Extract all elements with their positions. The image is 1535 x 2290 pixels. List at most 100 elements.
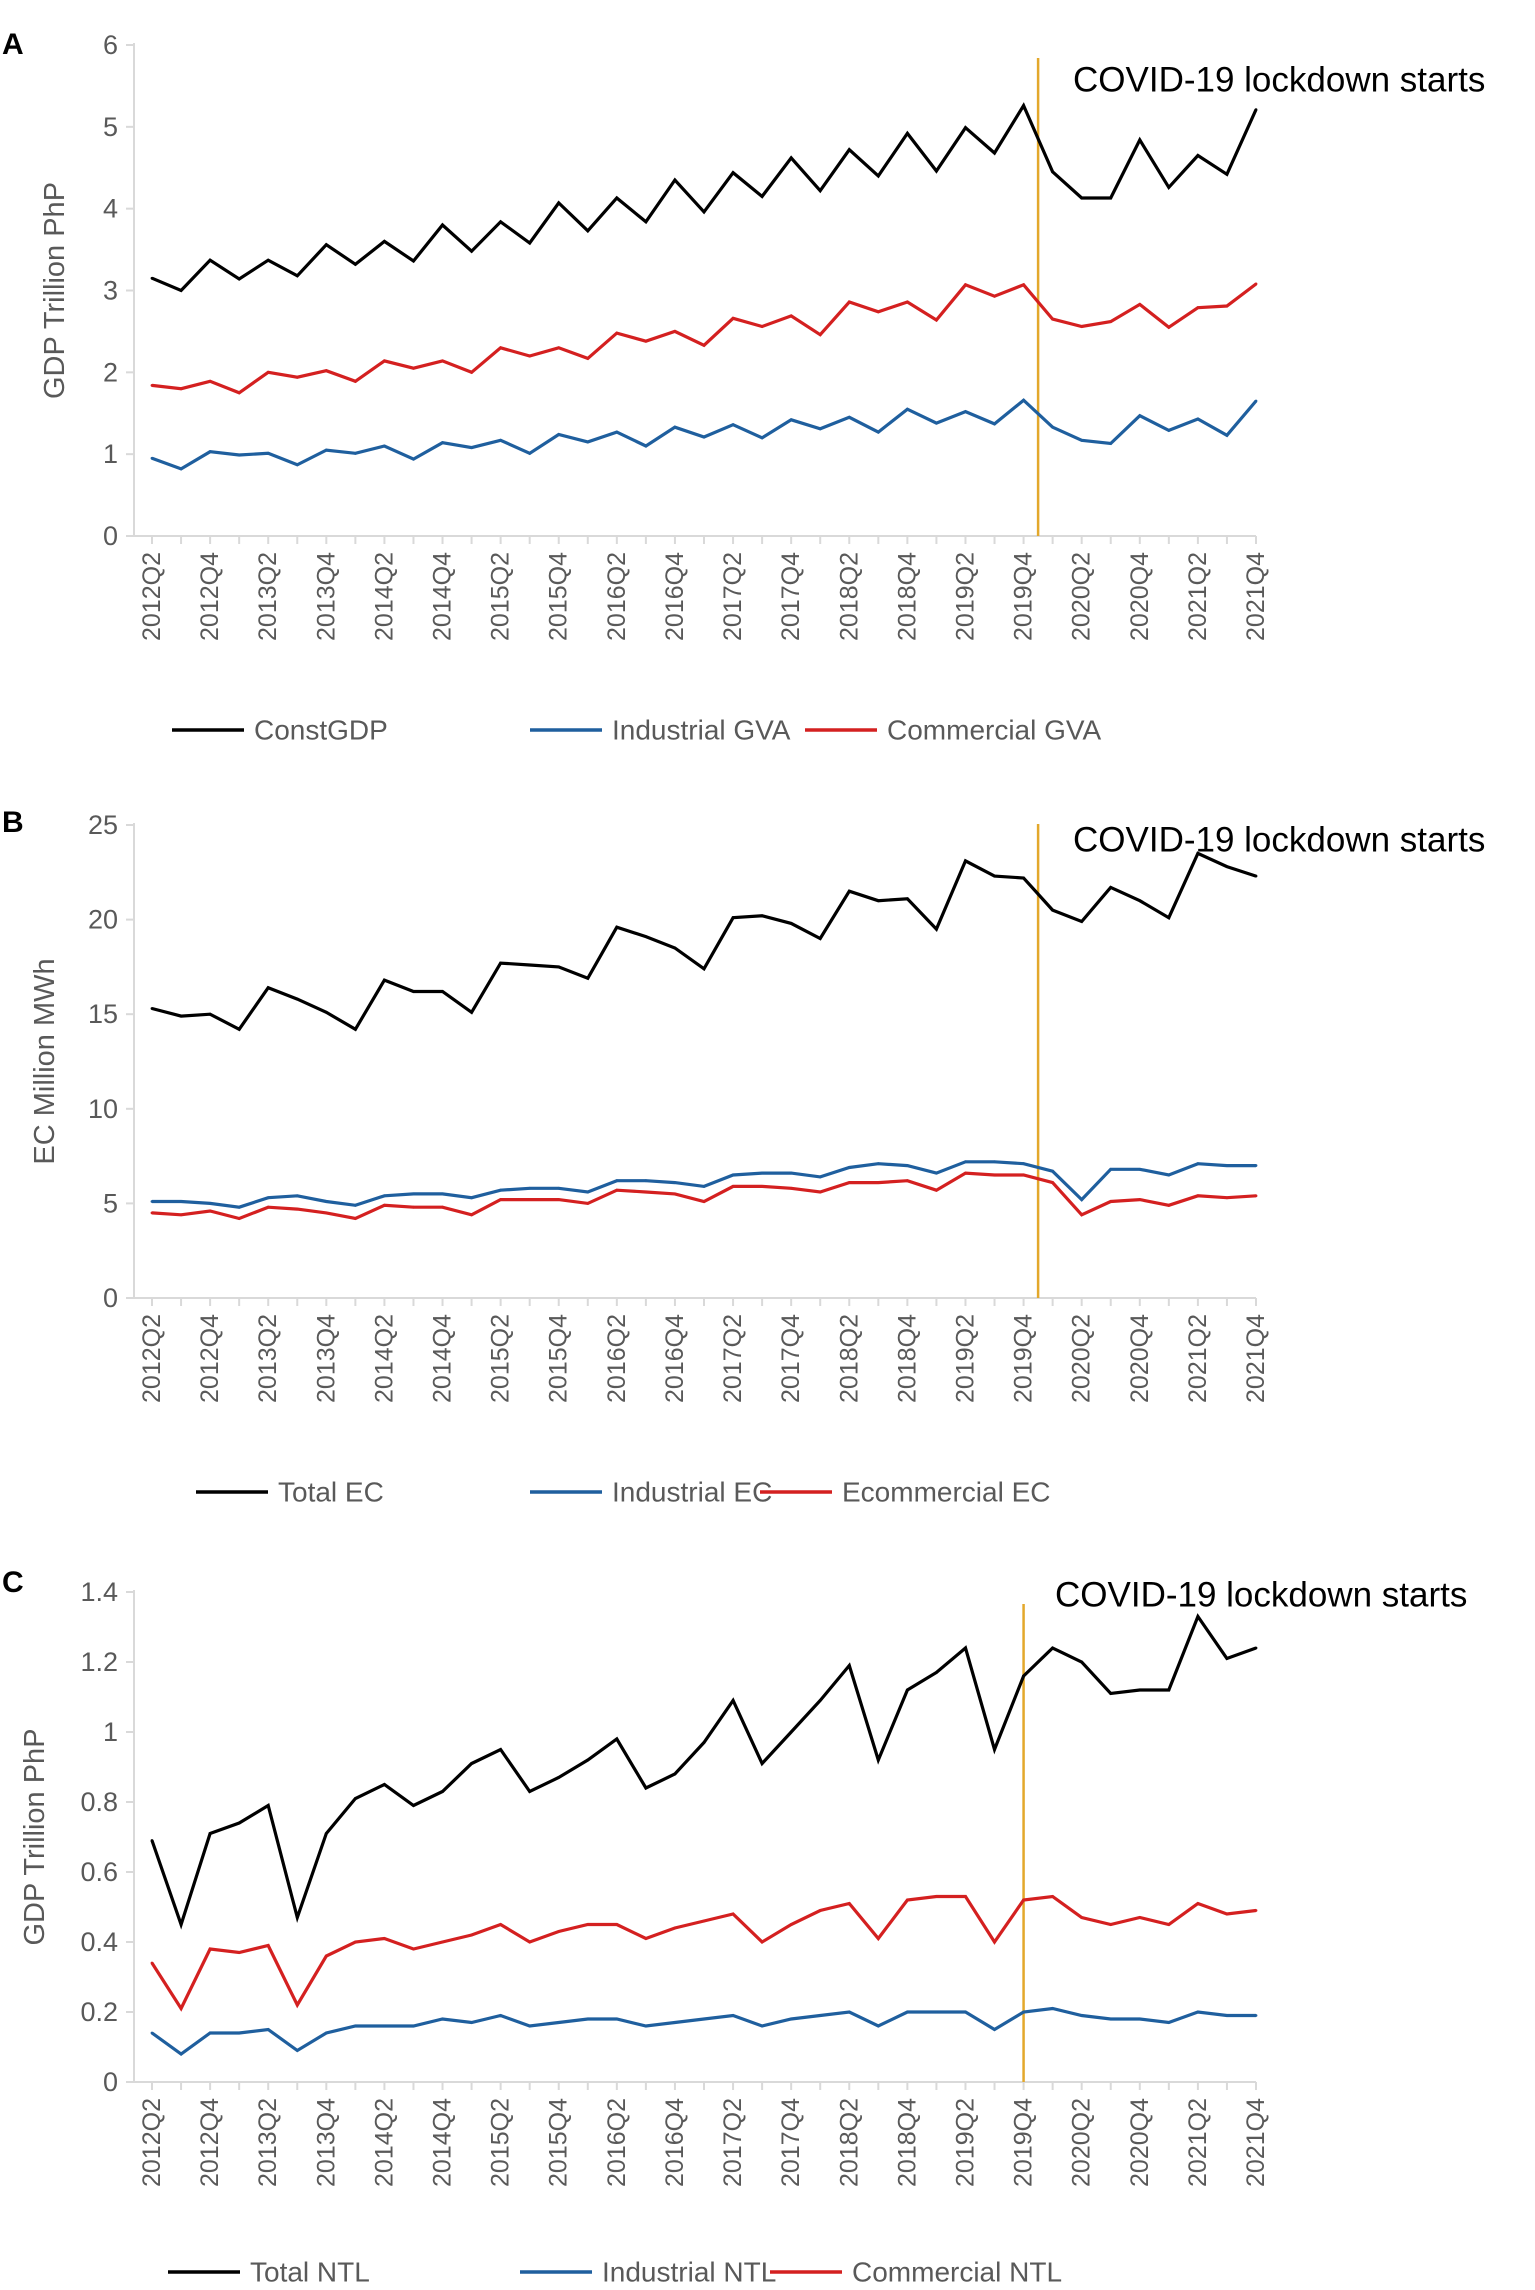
data-point: [1022, 1898, 1025, 1902]
data-point: [818, 189, 822, 193]
data-point: [1167, 1688, 1171, 1692]
data-point: [1196, 1902, 1200, 1905]
data-point: [673, 330, 677, 333]
data-point: [876, 1937, 880, 1940]
legend-label: ConstGDP: [254, 715, 388, 746]
data-point: [1225, 433, 1229, 437]
data-point: [1254, 1194, 1258, 1198]
data-point: [383, 978, 386, 982]
data-point: [818, 2014, 822, 2017]
x-tick-label: 2013Q4: [312, 1314, 340, 1403]
data-point: [1196, 306, 1200, 310]
data-point: [237, 453, 241, 457]
y-axis-title: GDP Trillion PhP: [19, 1728, 51, 1945]
data-point: [266, 451, 270, 455]
data-point: [499, 1188, 503, 1192]
data-point: [412, 366, 415, 370]
x-tick-label: 2013Q2: [254, 552, 282, 641]
data-point: [789, 418, 793, 422]
x-tick-label: 2017Q2: [719, 2098, 747, 2187]
data-point: [179, 1014, 183, 1018]
data-point: [1109, 442, 1113, 445]
data-point: [237, 277, 241, 281]
data-point: [1109, 1692, 1113, 1695]
y-tick-label: 1: [103, 1717, 118, 1747]
data-point: [644, 220, 648, 224]
data-point: [528, 1198, 532, 1202]
data-point: [586, 976, 590, 980]
data-point: [1051, 1181, 1055, 1184]
data-point: [818, 333, 822, 337]
y-tick-label: 0: [103, 1283, 118, 1313]
data-point: [412, 1947, 415, 1951]
y-tick-label: 0: [103, 521, 118, 551]
series-commercial-ntl: [150, 1894, 1258, 2012]
data-point: [528, 451, 532, 455]
data-point: [615, 1737, 619, 1741]
data-point: [644, 1179, 648, 1183]
data-point: [179, 467, 183, 471]
data-point: [644, 1786, 648, 1790]
data-point: [150, 1839, 154, 1842]
data-point: [150, 1007, 154, 1010]
data-point: [847, 1181, 851, 1184]
data-point: [935, 421, 938, 425]
data-point: [237, 2031, 241, 2035]
data-point: [876, 1181, 880, 1184]
data-point: [1167, 2021, 1171, 2024]
data-point: [353, 2024, 357, 2028]
data-point: [295, 2003, 299, 2007]
y-tick-label: 3: [103, 276, 118, 306]
data-point: [964, 410, 967, 414]
x-tick-label: 2014Q2: [370, 1314, 398, 1403]
data-point: [905, 300, 909, 304]
x-tick-label: 2014Q4: [429, 2098, 457, 2187]
data-point: [847, 415, 851, 419]
data-point: [470, 249, 473, 253]
data-point: [1051, 2007, 1055, 2010]
legend-entry: Commercial NTL: [770, 2257, 1062, 2288]
data-point: [266, 370, 270, 374]
data-point: [993, 1160, 996, 1164]
data-point: [499, 220, 503, 224]
data-point: [1138, 303, 1142, 306]
x-tick-label: 2015Q4: [545, 1314, 573, 1403]
x-tick-label: 2016Q2: [603, 552, 631, 641]
data-point: [905, 1179, 909, 1183]
y-tick-label: 0.8: [80, 1787, 118, 1817]
data-point: [1254, 282, 1258, 286]
data-point: [208, 1832, 212, 1835]
x-tick-label: 2017Q4: [777, 2098, 805, 2187]
data-point: [1080, 1660, 1084, 1664]
panel-C: C 0 0.2 0.4 0.6 0.8 1 1.2 1.4 GDP Trillion PhP 201…: [2, 1566, 1467, 2288]
data-point: [615, 196, 619, 200]
data-point: [673, 2021, 677, 2024]
x-tick-label: 2013Q4: [312, 2098, 340, 2187]
data-point: [964, 2010, 967, 2014]
x-tick-label: 2020Q2: [1068, 552, 1096, 641]
data-point: [237, 1205, 241, 1209]
y-axis-title: GDP Trillion PhP: [39, 182, 71, 399]
x-tick-label: 2016Q4: [661, 1314, 689, 1403]
x-tick-label: 2015Q4: [545, 2098, 573, 2187]
data-point: [528, 1790, 532, 1793]
data-point: [528, 963, 532, 967]
covid-lockdown-annotation: COVID-19 lockdown starts: [1073, 821, 1485, 860]
data-point: [1196, 1615, 1200, 1618]
series-total-ntl: [150, 1613, 1258, 1930]
legend-label: Commercial GVA: [887, 715, 1102, 746]
data-point: [905, 2010, 909, 2014]
data-point: [557, 1186, 561, 1190]
data-point: [1225, 1657, 1229, 1660]
data-point: [993, 1748, 996, 1751]
x-tick-label: 2018Q2: [835, 552, 863, 641]
x-tick-label: 2014Q2: [370, 2098, 398, 2187]
x-tick-label: 2021Q2: [1184, 1314, 1212, 1403]
data-point: [1080, 1916, 1084, 1919]
data-point: [1080, 920, 1084, 923]
data-point: [847, 889, 851, 893]
legend-label: Industrial NTL: [602, 2257, 776, 2288]
data-point: [1196, 417, 1200, 421]
data-point: [876, 2024, 880, 2028]
data-point: [818, 1909, 822, 1912]
